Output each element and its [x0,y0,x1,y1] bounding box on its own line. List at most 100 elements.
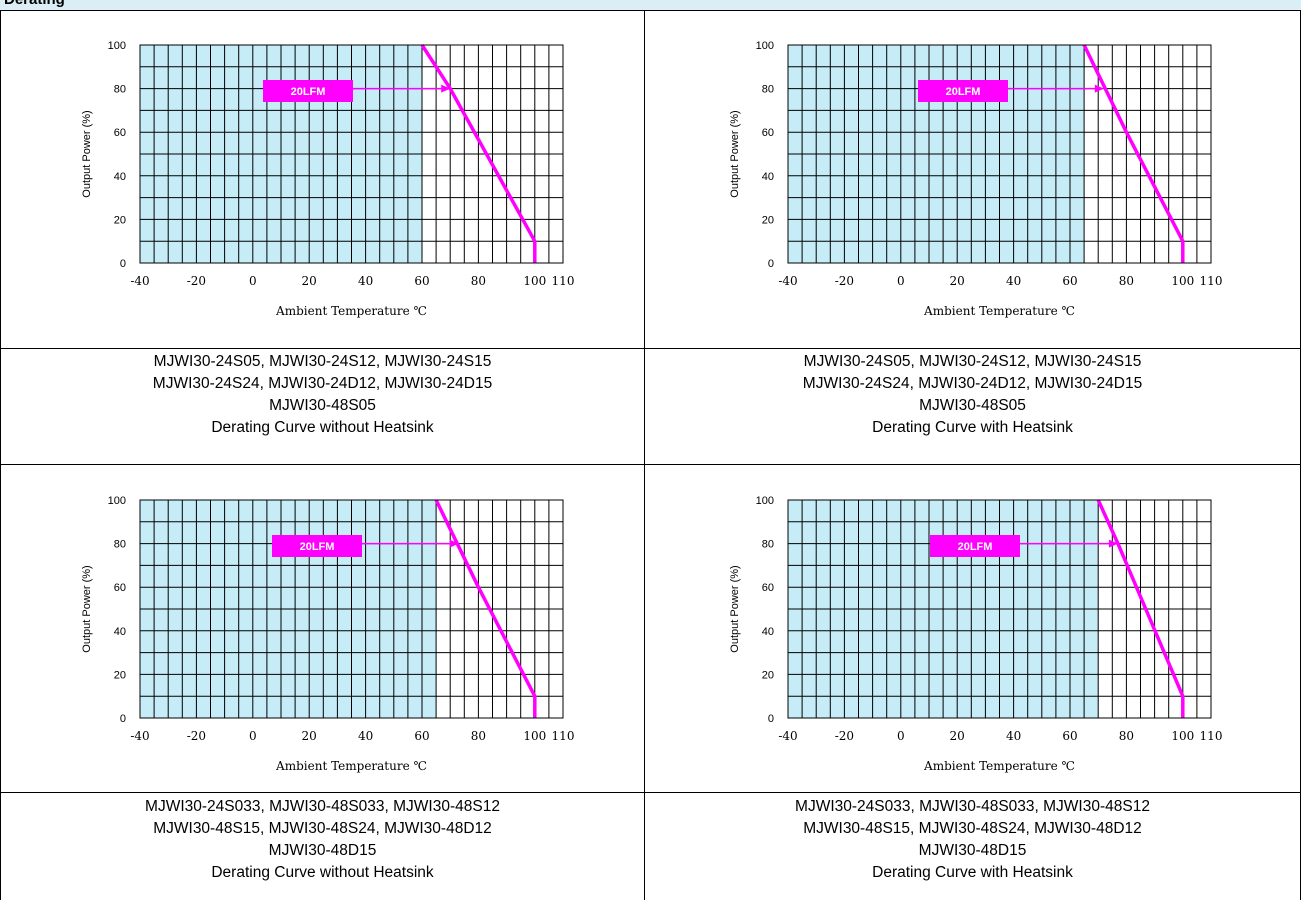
x-tick-label: 40 [358,274,373,288]
caption-line: MJWI30-24S24, MJWI30-24D12, MJWI30-24D15 [152,375,493,392]
y-tick-label: 100 [756,40,774,52]
table-divider-vertical [644,10,645,900]
x-axis-title: Ambient Temperature ℃ [275,759,427,773]
caption-line: MJWI30-24S24, MJWI30-24D12, MJWI30-24D15 [802,375,1143,392]
x-tick-label: 110 [552,274,575,288]
x-tick-label: 60 [1062,274,1077,288]
derating-curve [420,44,537,263]
x-tick-label: 80 [471,729,486,743]
x-tick-label: 40 [1006,274,1021,288]
table-divider-row2 [0,464,1301,465]
x-tick-label: 100 [1171,729,1194,743]
caption-1: MJWI30-24S05, MJWI30-24S12, MJWI30-24S15… [1,351,644,439]
x-tick-label: 40 [358,729,373,743]
header-strip: Derating [0,0,1301,11]
derating-curve [1082,44,1185,263]
x-tick-label: 60 [1062,729,1077,743]
y-tick-label: 40 [114,171,126,183]
y-tick-label: 80 [114,539,126,551]
x-tick-label: 20 [302,274,317,288]
caption-line: MJWI30-48S05 [269,397,376,414]
x-tick-label: 110 [1200,274,1223,288]
chart-cell-3: -40 -20 0 20 40 60 80 100 110 0 20 40 60 80 100 Ambient… [1,465,644,792]
y-axis-title: Output Power (%) [81,565,93,652]
caption-line: MJWI30-24S05, MJWI30-24S12, MJWI30-24S15 [803,353,1142,370]
x-axis-title: Ambient Temperature ℃ [923,304,1075,318]
table-divider-row1 [0,348,1301,349]
caption-2: MJWI30-24S05, MJWI30-24S12, MJWI30-24S15… [645,351,1300,439]
annotation-arrow-head [441,84,451,93]
y-tick-label: 80 [762,539,774,551]
caption-line: MJWI30-48S15, MJWI30-48S24, MJWI30-48D12 [153,820,492,837]
y-tick-label: 100 [108,40,126,52]
x-axis-title: Ambient Temperature ℃ [275,304,427,318]
x-tick-label: 0 [249,729,257,743]
caption-4: MJWI30-24S033, MJWI30-48S033, MJWI30-48S… [645,796,1300,884]
caption-line: MJWI30-48D15 [268,842,377,859]
y-tick-label: 40 [762,171,774,183]
y-tick-label: 100 [756,495,774,507]
caption-line: MJWI30-24S033, MJWI30-48S033, MJWI30-48S… [795,798,1150,815]
x-tick-label: 20 [950,274,965,288]
annotation-flag [930,535,1020,557]
derating-chart-heatsink-group1: -40 -20 0 20 40 60 80 100 110 0 20 40 60 80 100 Ambient… [729,40,1223,318]
caption-title: Derating Curve without Heatsink [211,419,434,436]
x-tick-label: -40 [130,729,149,743]
y-axis-title: Output Power (%) [729,565,741,652]
table-divider-row3 [0,792,1301,793]
y-tick-label: 20 [762,669,774,681]
table-border-left [0,10,1,900]
x-tick-label: -40 [130,274,149,288]
x-tick-label: 80 [1119,274,1134,288]
y-tick-label: 80 [762,84,774,96]
caption-line: MJWI30-24S05, MJWI30-24S12, MJWI30-24S15 [153,353,492,370]
x-tick-label: 100 [523,274,546,288]
y-axis-title: Output Power (%) [729,110,741,197]
caption-3: MJWI30-24S033, MJWI30-48S033, MJWI30-48S… [1,796,644,884]
y-tick-label: 60 [114,582,126,594]
x-tick-label: -20 [835,729,854,743]
y-tick-label: 0 [768,258,774,270]
annotation-arrow-head [1094,84,1104,93]
derating-chart-no-heatsink-group2: -40 -20 0 20 40 60 80 100 110 0 20 40 60 80 100 Ambient… [81,495,575,773]
y-tick-label: 40 [114,626,126,638]
plot-border [787,44,1212,264]
x-tick-label: -20 [187,729,206,743]
y-tick-label: 20 [114,214,126,226]
annotation-arrow-head [449,539,459,548]
y-tick-label: 60 [762,582,774,594]
derating-curve [1096,499,1185,718]
y-tick-label: 20 [114,669,126,681]
x-tick-label: 40 [1006,729,1021,743]
y-tick-label: 20 [762,214,774,226]
annotation-label: 20LFM [300,541,335,553]
derating-chart-heatsink-group2: -40 -20 0 20 40 60 80 100 110 0 20 40 60 80 100 Ambient… [729,495,1222,773]
y-tick-label: 0 [768,713,774,725]
chart-cell-1: -40 -20 0 20 40 60 80 100 110 0 20 40 60 80 100 Ambient… [1,10,644,348]
x-tick-label: 110 [552,729,575,743]
x-tick-label: 100 [523,729,546,743]
caption-line: MJWI30-48S15, MJWI30-48S24, MJWI30-48D12 [803,820,1142,837]
annotation-flag [263,80,353,102]
x-tick-label: 60 [414,729,429,743]
caption-title: Derating Curve without Heatsink [211,864,434,881]
annotation-flag [918,80,1008,102]
x-tick-label: 20 [302,729,317,743]
plot-border [787,499,1212,719]
annotation-label: 20LFM [958,541,993,553]
caption-title: Derating Curve with Heatsink [872,419,1073,436]
x-tick-label: 0 [897,274,905,288]
x-tick-label: 0 [897,729,905,743]
annotation-arrow-head [1108,539,1118,548]
plot-border [139,499,564,719]
chart-cell-4: -40 -20 0 20 40 60 80 100 110 0 20 40 60 80 100 Ambient… [645,465,1300,792]
x-tick-label: -40 [778,729,797,743]
y-tick-label: 100 [108,495,126,507]
x-tick-label: -40 [778,274,797,288]
y-tick-label: 0 [120,258,126,270]
y-axis-title: Output Power (%) [81,110,93,197]
y-tick-label: 80 [114,84,126,96]
y-tick-label: 0 [120,713,126,725]
caption-line: MJWI30-24S033, MJWI30-48S033, MJWI30-48S… [145,798,500,815]
x-tick-label: 80 [471,274,486,288]
